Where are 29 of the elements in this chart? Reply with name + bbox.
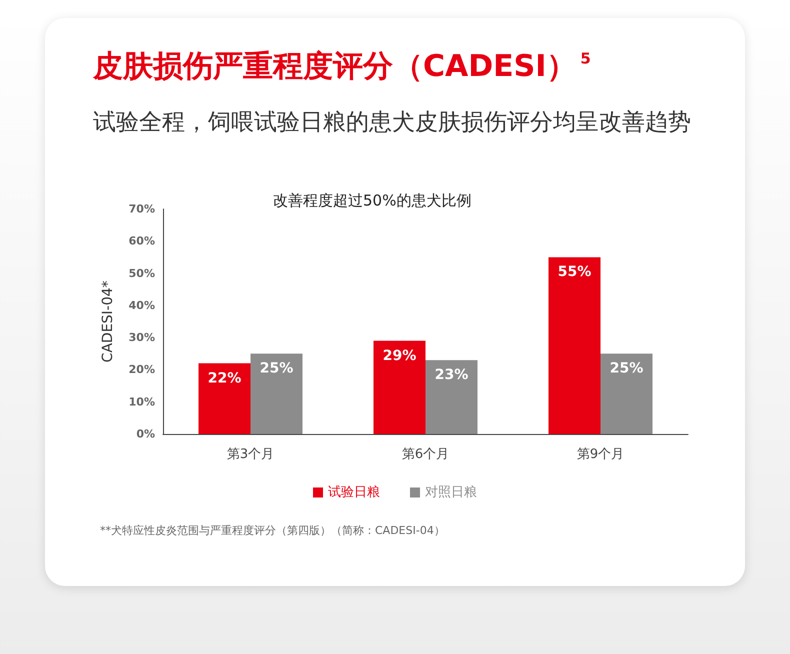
y-tick-label: 0%: [136, 428, 155, 440]
x-tick-label: 第6个月: [402, 447, 450, 462]
bar: [198, 363, 250, 434]
annotation: 改善程度超过50%的患犬比例: [273, 192, 472, 210]
x-tick-label: 第9个月: [576, 447, 624, 462]
legend-label: 试验日粮: [328, 485, 380, 500]
y-tick-label: 50%: [128, 266, 155, 280]
y-tick-label: 40%: [128, 298, 155, 312]
legend-label: 对照日粮: [425, 485, 477, 500]
data-label: 25%: [260, 360, 294, 377]
data-label: 23%: [434, 367, 468, 384]
data-label: 22%: [208, 370, 242, 386]
y-tick-label: 10%: [128, 395, 155, 408]
y-tick-label: 20%: [128, 363, 155, 376]
bar: [374, 340, 426, 434]
y-tick-label: 30%: [128, 331, 155, 344]
x-tick-label: 第3个月: [226, 447, 274, 462]
chart-subtitle: 试验全程，饲喂试验日粮的患犬皮肤损伤评分均呈改善趋势: [93, 110, 691, 136]
bar: [600, 354, 652, 434]
bar: [250, 354, 302, 434]
text: **犬特应性皮炎范围与严重程度评分（第四版）（简称：CADESI-04）: [100, 524, 445, 537]
bar: [426, 360, 478, 434]
data-label: 29%: [382, 348, 416, 364]
data-label: 25%: [610, 360, 644, 377]
y-axis-title: CADESI-04*: [100, 280, 116, 362]
bar: [548, 257, 600, 434]
y-tick-label: 70%: [128, 202, 155, 216]
data-label: 55%: [558, 264, 592, 280]
y-tick-label: 60%: [128, 234, 155, 248]
